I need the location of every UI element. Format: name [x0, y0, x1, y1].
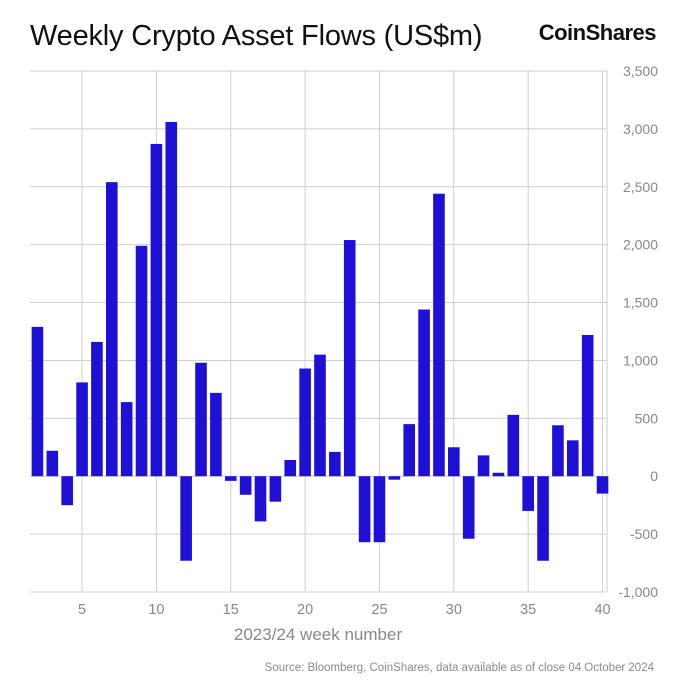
x-tick-label: 15: [223, 602, 239, 618]
bar-week-7: [105, 182, 118, 477]
x-tick-label: 30: [446, 602, 462, 618]
y-tick-label: -1,000: [618, 584, 658, 600]
bar-week-6: [91, 341, 103, 477]
bar-week-23: [343, 240, 356, 477]
bar-week-3: [46, 450, 59, 477]
bar-week-9: [135, 245, 148, 477]
bar-week-19: [284, 460, 297, 477]
bar-week-28: [418, 309, 430, 477]
bar-week-34: [507, 414, 520, 477]
bar-week-20: [299, 368, 311, 477]
y-axis-ticks: 3,500 3,000 2,500 2,000 1,500 1,000 500 0 -500 -1…: [618, 63, 658, 600]
bar-week-5: [76, 382, 88, 477]
brand-logo: CoinShares: [538, 20, 657, 45]
bar-week-8: [120, 402, 133, 477]
bar-week-10: [150, 143, 163, 477]
bar-week-29: [433, 193, 445, 477]
bar-week-31: [462, 476, 475, 539]
bar-week-33: [492, 472, 505, 477]
bar-week-18: [269, 476, 282, 502]
chart-title: Weekly Crypto Asset Flows (US$m): [30, 20, 483, 52]
bar-week-35: [522, 476, 534, 511]
y-tick-label: 2,500: [623, 179, 658, 195]
bar-week-38: [566, 440, 579, 477]
bar-week-17: [254, 476, 267, 522]
x-axis-ticks: 5 10 15 20 25 30 35 40: [78, 602, 611, 618]
bar-week-25: [373, 476, 386, 543]
x-tick-label: 25: [371, 602, 387, 618]
bar-week-37: [552, 425, 564, 477]
x-axis-label: 2023/24 week number: [234, 625, 403, 644]
bar-week-27: [403, 424, 416, 477]
y-tick-label: 2,000: [623, 237, 658, 253]
y-tick-label: 1,000: [623, 352, 658, 368]
y-tick-label: 0: [650, 468, 658, 484]
y-tick-label: 500: [635, 410, 659, 426]
bar-week-30: [448, 447, 460, 477]
y-tick-label: 3,000: [623, 121, 658, 137]
x-tick-label: 20: [297, 602, 313, 618]
bar-week-14: [210, 392, 222, 477]
x-tick-label: 40: [594, 602, 610, 618]
bar-week-21: [314, 354, 326, 477]
bar-week-24: [358, 476, 371, 543]
bar-week-2: [31, 326, 44, 477]
bar-week-4: [61, 476, 73, 506]
bar-week-40: [596, 476, 609, 494]
y-tick-label: 1,500: [623, 295, 658, 311]
bars: [31, 121, 609, 561]
bar-week-16: [239, 476, 252, 495]
bar-week-39: [581, 334, 594, 477]
bar-week-22: [329, 451, 341, 477]
y-tick-label: 3,500: [623, 63, 658, 79]
y-tick-label: -500: [630, 526, 658, 542]
bar-week-32: [477, 455, 490, 477]
bar-week-36: [537, 476, 549, 561]
x-tick-label: 5: [78, 602, 86, 618]
bar-week-26: [388, 476, 401, 480]
source-note: Source: Bloomberg, CoinShares, data avai…: [264, 662, 654, 674]
x-tick-label: 10: [148, 602, 164, 618]
bar-week-11: [165, 121, 178, 477]
bar-week-12: [180, 476, 192, 561]
bar-week-15: [224, 476, 237, 481]
x-tick-label: 35: [520, 602, 536, 618]
bar-week-13: [195, 362, 207, 477]
